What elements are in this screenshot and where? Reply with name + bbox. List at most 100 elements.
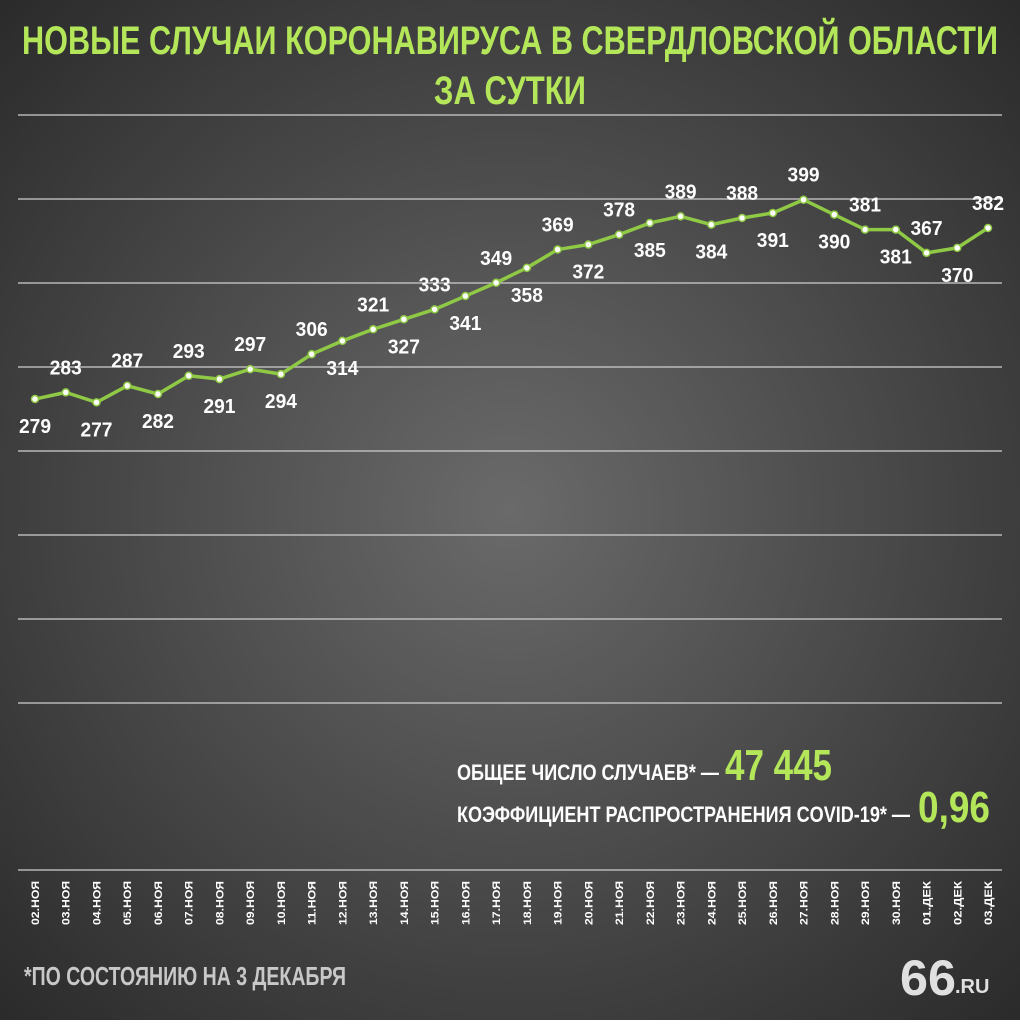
summary-label: ОБЩЕЕ ЧИСЛО СЛУЧАЕВ* — [457,760,719,785]
point [122,381,132,390]
point [614,230,624,239]
data-label: 388 [726,183,758,205]
chart-title: НОВЫЕ СЛУЧАИ КОРОНАВИРУСА В СВЕРДЛОВСКОЙ… [22,17,998,63]
x-tick-label: 18.НОЯ [522,881,534,925]
data-label: 381 [849,195,881,217]
point [922,248,931,258]
data-label: 306 [296,319,328,341]
point [153,389,163,399]
summary-value: 0,96 [918,783,990,832]
x-tick-label: 16.НОЯ [460,881,472,925]
x-tick-label: 26.НОЯ [768,881,780,925]
x-tick-label: 13.НОЯ [368,881,380,925]
logo: 66 [900,950,956,1006]
summary-value: 47 445 [725,741,832,790]
point [830,210,839,219]
data-label: 385 [634,240,666,262]
data-label: 349 [480,248,512,270]
x-tick-label: 22.НОЯ [645,881,657,925]
point [522,263,532,273]
point [860,225,870,234]
x-tick-label: 15.НОЯ [430,881,442,925]
x-tick-label: 10.НОЯ [276,881,288,925]
point [676,212,685,221]
data-label: 341 [449,313,481,335]
x-tick-label: 08.НОЯ [214,881,226,925]
x-tick-label: 03.ДЕК [983,881,995,925]
x-tick-label: 06.НОЯ [153,881,165,925]
x-tick-label: 04.НОЯ [91,881,103,925]
point [737,213,747,223]
x-tick-label: 14.НОЯ [399,881,411,925]
point [491,278,501,288]
data-label: 369 [542,215,574,237]
point [461,291,470,301]
footnote: *ПО СОСТОЯНИЮ НА 3 ДЕКАБРЯ [24,961,346,991]
data-label: 390 [818,232,850,254]
point [430,305,439,314]
x-tick-label: 17.НОЯ [491,881,503,925]
data-label: 282 [142,411,174,433]
data-label: 327 [388,336,420,358]
x-tick-label: 23.НОЯ [676,881,688,925]
line [34,197,989,405]
point [215,374,224,384]
point [891,225,901,234]
x-tick-label: 02.ДЕК [952,881,964,925]
point [799,195,808,204]
point [184,371,193,381]
x-tick-label: 27.НОЯ [799,881,811,925]
point [953,243,962,253]
point [276,369,286,379]
data-label: 333 [419,274,451,296]
point [983,223,993,233]
x-tick-label: 20.НОЯ [583,881,595,925]
data-label: 391 [757,230,789,252]
logo-suffix: .RU [955,976,989,998]
point [553,245,562,254]
data-label: 297 [234,334,266,356]
x-tick-label: 03.НОЯ [61,881,73,925]
point [707,220,716,229]
data-label: 277 [80,419,112,441]
data-label: 367 [911,218,943,240]
data-label: 287 [111,351,143,373]
point [92,398,101,407]
point [245,364,255,374]
point [30,394,40,404]
x-tick-label: 05.НОЯ [122,881,134,925]
x-tick-label: 02.НОЯ [30,881,42,925]
data-label: 370 [941,265,973,287]
data-label: 291 [203,396,235,418]
data-label: 279 [19,416,51,438]
x-tick-label: 19.НОЯ [553,881,565,925]
chart-title: ЗА СУТКИ [434,69,586,113]
data-label: 382 [972,193,1004,215]
point [368,325,378,334]
x-tick-label: 12.НОЯ [337,881,349,925]
point [768,208,778,218]
x-tick-label: 28.НОЯ [829,881,841,925]
point [61,388,70,397]
x-tick-label: 07.НОЯ [184,881,196,925]
data-label: 294 [265,391,298,413]
data-label: 358 [511,285,543,307]
x-tick-label: 30.НОЯ [891,881,903,925]
point [338,336,347,346]
data-label: 381 [880,247,912,269]
data-label: 283 [50,357,82,379]
data-label: 389 [665,181,697,203]
x-tick-label: 24.НОЯ [706,881,718,925]
data-label: 293 [173,341,205,363]
data-label: 399 [788,165,820,187]
x-tick-label: 25.НОЯ [737,881,749,925]
summary-label: КОЭФФИЦИЕНТ РАСПРОСТРАНЕНИЯ COVID-19* — [457,802,910,827]
x-tick-label: 29.НОЯ [860,881,872,925]
point [645,218,655,228]
point [584,240,593,249]
x-tick-label: 01.ДЕК [922,881,934,925]
data-label: 372 [572,262,604,284]
x-tick-label: 21.НОЯ [614,881,626,925]
